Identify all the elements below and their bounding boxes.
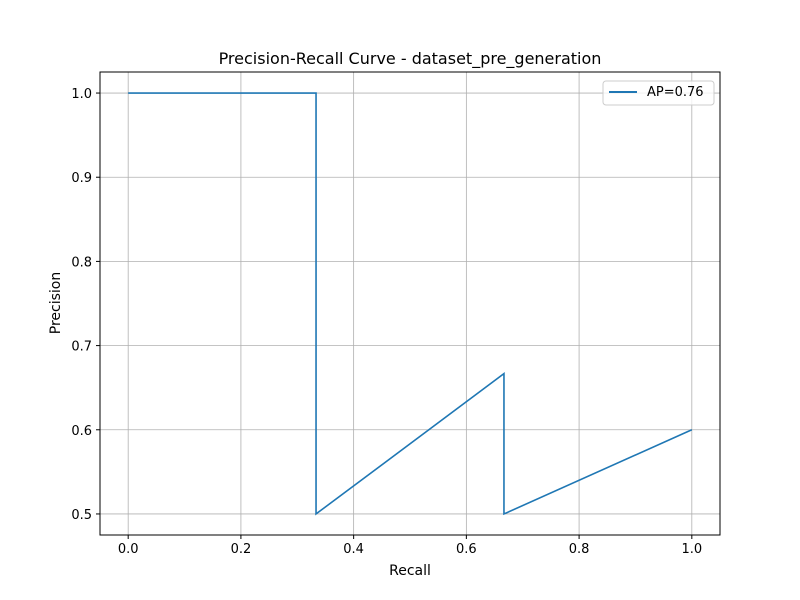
grid-lines	[100, 72, 720, 535]
y-tick-label: 0.8	[71, 255, 92, 270]
series-line	[128, 92, 693, 516]
x-tick-label: 0.8	[569, 542, 590, 557]
x-tick-label: 0.2	[231, 542, 252, 557]
x-axis-title: Recall	[389, 563, 431, 579]
y-tick-label: 0.6	[71, 424, 92, 439]
y-tick-label: 1.0	[71, 87, 92, 102]
x-tick-label: 1.0	[681, 542, 702, 557]
legend: AP=0.76	[602, 80, 715, 106]
plot-frame	[99, 71, 721, 536]
axes	[99, 71, 721, 536]
legend-label: AP=0.76	[647, 85, 704, 100]
x-tick-label: 0.4	[343, 542, 364, 557]
chart-title: Precision-Recall Curve - dataset_pre_gen…	[219, 49, 602, 69]
x-tick-label: 0.0	[118, 542, 139, 557]
legend-box	[602, 80, 715, 106]
y-tick-label: 0.9	[71, 171, 92, 186]
y-tick-label: 0.5	[71, 508, 92, 523]
y-tick-label: 0.7	[71, 340, 92, 355]
y-axis-title: Precision	[48, 272, 64, 334]
axis-ticks: 0.0 0.2 0.4 0.6 0.8 1.0 0.5 0.6 0.7 0.8 0.9 1.0	[71, 87, 702, 557]
data-series	[128, 92, 693, 516]
x-tick-label: 0.6	[456, 542, 477, 557]
